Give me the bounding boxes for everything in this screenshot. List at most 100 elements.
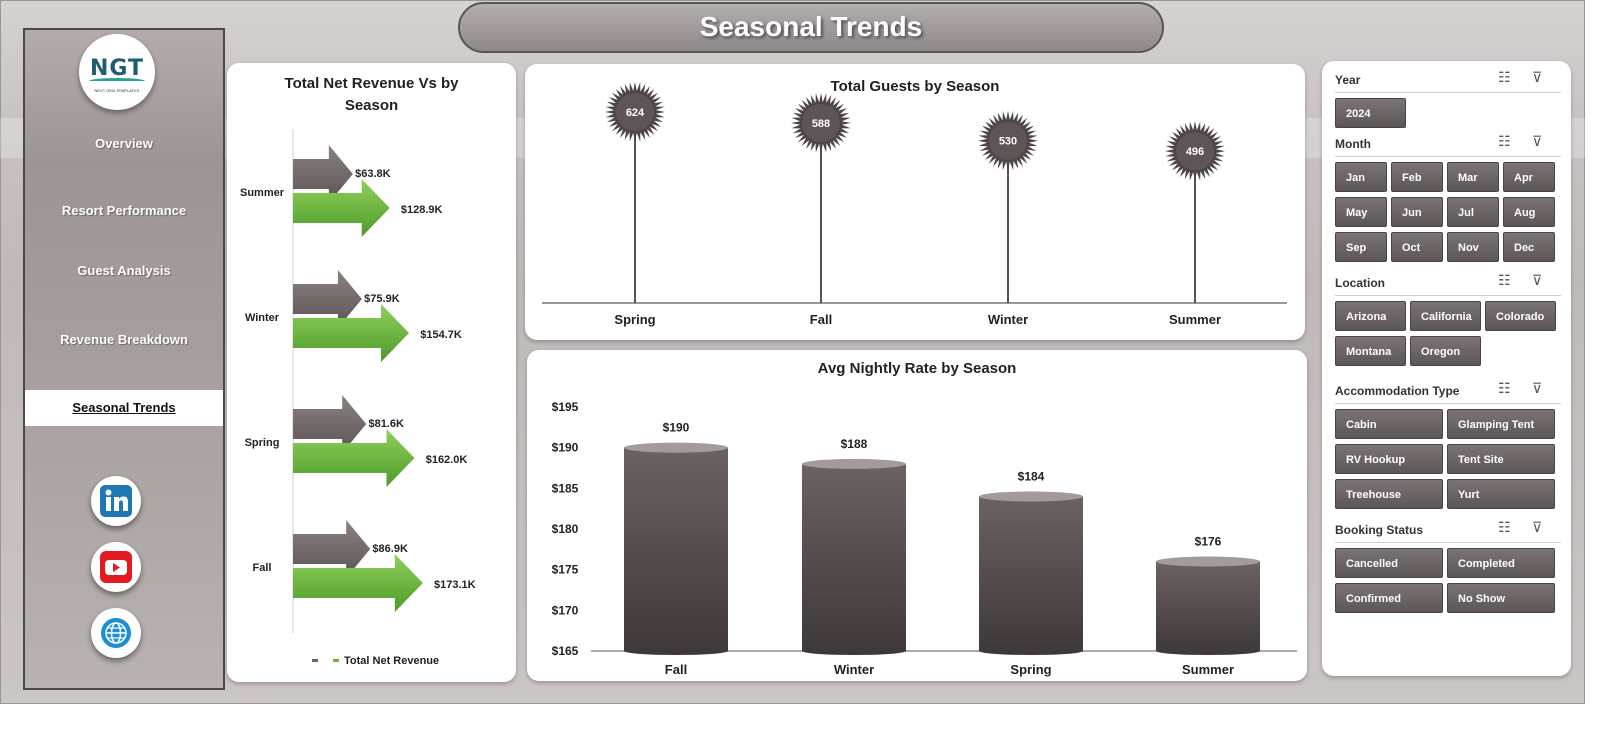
y-tick-label: $170 xyxy=(552,603,579,617)
location-option[interactable]: California xyxy=(1410,301,1481,331)
linkedin-icon xyxy=(100,485,132,517)
legend-swatch-green xyxy=(333,659,339,662)
revenue-chart-card: Total Net Revenue Vs by Season Summer $63… xyxy=(227,63,516,682)
month-option[interactable]: May xyxy=(1335,197,1387,227)
month-option[interactable]: Jun xyxy=(1391,197,1443,227)
guests-chart-title: Total Guests by Season xyxy=(830,78,1000,95)
data-label: $176 xyxy=(1195,535,1222,549)
multi-select-icon[interactable]: ☷ xyxy=(1498,272,1511,288)
revenue-gray-arrow xyxy=(293,520,371,578)
category-label: Fall xyxy=(810,312,832,327)
data-label: $128.9K xyxy=(401,204,443,216)
category-label: Winter xyxy=(988,312,1028,327)
accommodation-option[interactable]: Cabin xyxy=(1335,409,1443,439)
filter-panel: Year ☷ ⊽ 2024 Month ☷ ⊽ Jan Feb Mar Apr May J… xyxy=(1322,61,1571,676)
month-option[interactable]: Jan xyxy=(1335,162,1387,192)
location-option[interactable]: Arizona xyxy=(1335,301,1406,331)
lollipop-head xyxy=(1176,132,1214,171)
logo-swoosh-icon xyxy=(89,78,145,84)
month-option[interactable]: Apr xyxy=(1503,162,1555,192)
nav-overview[interactable]: Overview xyxy=(95,136,153,151)
divider xyxy=(1335,92,1561,93)
data-label: $86.9K xyxy=(372,543,408,555)
category-label: Fall xyxy=(253,562,272,574)
youtube-button[interactable] xyxy=(91,542,141,592)
nightly-rate-chart-title: Avg Nightly Rate by Season xyxy=(817,360,1017,377)
booking-option[interactable]: Completed xyxy=(1447,548,1555,578)
cylinder-top xyxy=(979,491,1083,502)
clear-filter-icon[interactable]: ⊽ xyxy=(1532,380,1543,396)
revenue-chart-title: Total Net Revenue Vs by xyxy=(284,75,459,92)
location-option[interactable]: Oregon xyxy=(1410,336,1481,366)
month-option[interactable]: Dec xyxy=(1503,232,1555,262)
cylinder-bar xyxy=(1156,561,1260,655)
cylinder-bar xyxy=(624,447,728,655)
multi-select-icon[interactable]: ☷ xyxy=(1498,519,1511,535)
filter-location-title: Location xyxy=(1335,276,1385,290)
data-label: $75.9K xyxy=(364,293,400,305)
accommodation-option[interactable]: Glamping Tent xyxy=(1447,409,1555,439)
logo-text: NGT xyxy=(89,56,145,81)
month-option[interactable]: Sep xyxy=(1335,232,1387,262)
legend-swatch-gray xyxy=(312,659,318,662)
page-title-banner: Seasonal Trends xyxy=(458,2,1164,53)
nav-resort-performance[interactable]: Resort Performance xyxy=(61,203,187,218)
booking-option[interactable]: Cancelled xyxy=(1335,548,1443,578)
multi-select-icon[interactable]: ☷ xyxy=(1498,380,1511,396)
filter-year-title: Year xyxy=(1335,73,1361,87)
nightly-rate-chart-card: Avg Nightly Rate by Season $195 $190 $185 $… xyxy=(527,350,1307,681)
data-label: $154.7K xyxy=(420,329,462,341)
cylinder-top xyxy=(1156,556,1260,567)
booking-option[interactable]: No Show xyxy=(1447,583,1555,613)
accommodation-option[interactable]: Treehouse xyxy=(1335,479,1443,509)
category-label: Summer xyxy=(1182,662,1234,677)
website-button[interactable] xyxy=(91,608,141,658)
category-label: Winter xyxy=(834,662,874,677)
globe-icon xyxy=(101,618,131,648)
month-option[interactable]: Oct xyxy=(1391,232,1443,262)
month-option[interactable]: Nov xyxy=(1447,232,1499,262)
month-option[interactable]: Jul xyxy=(1447,197,1499,227)
y-tick-label: $190 xyxy=(552,441,579,455)
data-label: $81.6K xyxy=(368,418,404,430)
accommodation-option[interactable]: RV Hookup xyxy=(1335,444,1443,474)
clear-filter-icon[interactable]: ⊽ xyxy=(1532,69,1543,85)
filter-booking-title: Booking Status xyxy=(1335,523,1424,537)
revenue-chart: Summer $63.8K $128.9K Winter $75.9K $154.7K Sp… xyxy=(240,129,476,667)
data-label: 588 xyxy=(812,118,830,130)
accommodation-option[interactable]: Yurt xyxy=(1447,479,1555,509)
guests-chart-card: Total Guests by Season 624 Spring 588 Fall 5… xyxy=(525,64,1305,340)
booking-option[interactable]: Confirmed xyxy=(1335,583,1443,613)
data-label: $63.8K xyxy=(355,168,391,180)
clear-filter-icon[interactable]: ⊽ xyxy=(1532,133,1543,149)
accommodation-option[interactable]: Tent Site xyxy=(1447,444,1555,474)
data-label: $188 xyxy=(841,437,868,451)
y-tick-label: $180 xyxy=(552,522,579,536)
multi-select-icon[interactable]: ☷ xyxy=(1498,69,1511,85)
filter-accommodation-title: Accommodation Type xyxy=(1335,384,1460,398)
cylinder-bar xyxy=(802,463,906,655)
location-option[interactable]: Colorado xyxy=(1485,301,1556,331)
nav-seasonal-trends[interactable]: Seasonal Trends xyxy=(25,390,223,426)
year-option[interactable]: 2024 xyxy=(1335,98,1406,128)
month-option[interactable]: Aug xyxy=(1503,197,1555,227)
nav-guest-analysis[interactable]: Guest Analysis xyxy=(77,263,171,278)
data-label: $162.0K xyxy=(426,454,468,466)
linkedin-button[interactable] xyxy=(91,476,141,526)
nav-revenue-breakdown[interactable]: Revenue Breakdown xyxy=(60,332,188,347)
divider xyxy=(1335,156,1561,157)
multi-select-icon[interactable]: ☷ xyxy=(1498,133,1511,149)
nightly-rate-chart: $195 $190 $185 $180 $175 $170 $165 $190 Fall $188… xyxy=(552,400,1297,677)
month-option[interactable]: Feb xyxy=(1391,162,1443,192)
clear-filter-icon[interactable]: ⊽ xyxy=(1532,519,1543,535)
revenue-gray-arrow xyxy=(293,270,362,328)
month-option[interactable]: Mar xyxy=(1447,162,1499,192)
revenue-green-arrow xyxy=(293,554,423,612)
logo-subtitle: NEXT GEN TEMPLATES xyxy=(94,88,140,93)
location-option[interactable]: Montana xyxy=(1335,336,1406,366)
cylinder-bar xyxy=(979,496,1083,655)
clear-filter-icon[interactable]: ⊽ xyxy=(1532,272,1543,288)
sidebar: NGT NEXT GEN TEMPLATES Overview Resort P… xyxy=(23,28,225,690)
category-label: Fall xyxy=(665,662,687,677)
